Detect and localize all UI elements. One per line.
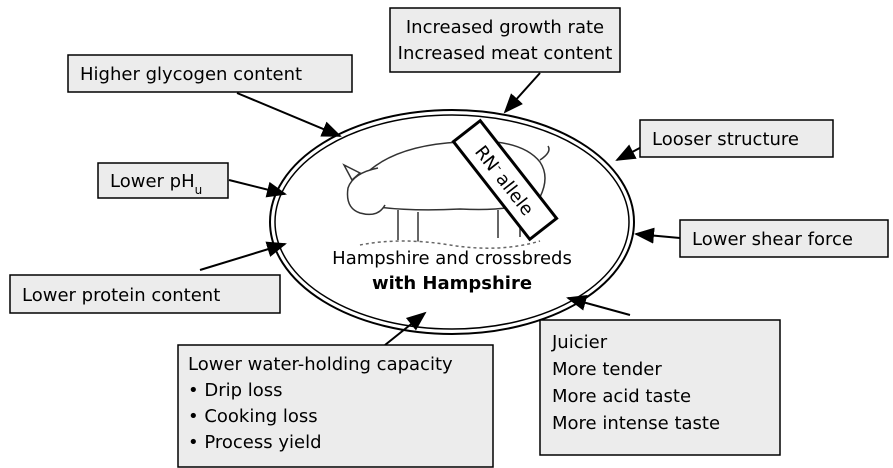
node-box: Juicier More tender More acid taste More… bbox=[540, 320, 780, 455]
node-box: Lower water-holding capacity • Drip loss… bbox=[178, 345, 493, 467]
node-text: More intense taste bbox=[552, 413, 720, 434]
node-box: Higher glycogen content bbox=[68, 55, 352, 92]
center-title: Hampshire and crossbreds bbox=[332, 248, 572, 269]
node-text: • Cooking loss bbox=[188, 406, 318, 427]
node-box: Looser structure bbox=[640, 120, 833, 157]
center-subtitle: with Hampshire bbox=[372, 273, 532, 294]
node-box: Increased growth rate Increased meat con… bbox=[390, 8, 620, 72]
node-text: Juicier bbox=[551, 332, 608, 353]
node-box: Lower shear force bbox=[680, 220, 888, 257]
node-text: • Process yield bbox=[188, 432, 322, 453]
node-text: More tender bbox=[552, 359, 662, 380]
node-text: Higher glycogen content bbox=[80, 64, 302, 85]
node-text: Lower protein content bbox=[22, 285, 220, 306]
node-box: Lower pHu bbox=[98, 163, 228, 198]
node-text: Lower water-holding capacity bbox=[188, 354, 453, 375]
node-text: Increased growth rate bbox=[406, 17, 604, 38]
diagram: RN-allele Hampshire and crossbreds with … bbox=[0, 0, 893, 468]
node-box: Lower protein content bbox=[10, 275, 280, 313]
node-text: • Drip loss bbox=[188, 380, 283, 401]
node-text: Looser structure bbox=[652, 129, 799, 150]
node-text: More acid taste bbox=[552, 386, 691, 407]
node-text: Increased meat content bbox=[398, 43, 613, 64]
node-text: Lower shear force bbox=[692, 229, 853, 250]
